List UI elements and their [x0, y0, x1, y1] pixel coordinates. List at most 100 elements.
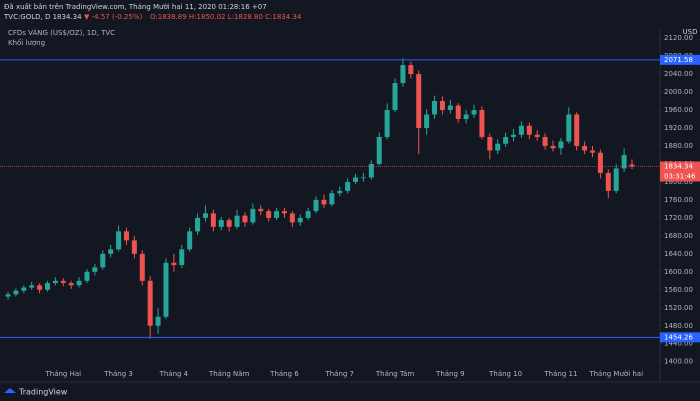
currency: USD	[683, 28, 698, 36]
x-tick-label: Tháng 9	[435, 370, 465, 378]
candle-body	[116, 231, 122, 250]
y-tick-label: 2040.00	[664, 70, 693, 78]
y-tick-label: 1680.00	[664, 232, 693, 240]
candle-body	[218, 220, 224, 227]
candle-body	[281, 211, 287, 214]
candle-body	[274, 211, 280, 218]
candle-body	[68, 283, 74, 286]
candle-body	[100, 253, 106, 268]
y-tick-label: 1480.00	[664, 322, 693, 330]
candle-body	[147, 280, 153, 326]
candle-body	[305, 211, 311, 218]
logo	[4, 388, 16, 393]
series-label: CFDs VÀNG (US$/OZ), 1D, TVC	[8, 28, 115, 37]
countdown: 03:31:46	[664, 172, 696, 180]
candle-body	[368, 163, 374, 178]
candle-body	[52, 280, 58, 284]
x-tick-label: Tháng Năm	[208, 370, 250, 378]
candle-body	[479, 110, 485, 137]
candle-body	[234, 215, 240, 227]
x-tick-label: Tháng 4	[159, 370, 189, 378]
candle-body	[566, 114, 572, 142]
price-label-bg	[660, 54, 700, 65]
ohlc-legend: O:1838.89 H:1850.02 L:1828.80 C:1834.34	[150, 13, 302, 21]
candle-body	[202, 213, 208, 218]
brand: TradingView	[18, 388, 68, 397]
candle-body	[558, 141, 564, 149]
candle-body	[92, 267, 98, 272]
x-tick-label: Tháng Hai	[44, 370, 81, 378]
volume-label: Khối lượng	[8, 39, 45, 47]
candle-body	[439, 101, 445, 111]
candle-body	[84, 271, 90, 281]
last-price-label: 1834.34	[664, 162, 693, 170]
candle-body	[550, 145, 556, 149]
candle-body	[329, 193, 335, 205]
y-tick-label: 1520.00	[664, 304, 693, 312]
price-label: 1454.26	[664, 333, 693, 341]
candle-body	[21, 287, 27, 291]
candle-body	[424, 114, 430, 128]
candle-body	[353, 177, 359, 182]
candle-body	[447, 105, 453, 111]
candle-body	[76, 280, 82, 286]
candle-body	[5, 294, 11, 297]
candle-body	[123, 231, 129, 241]
candle-body	[337, 190, 343, 194]
x-tick-label: Tháng 3	[103, 370, 133, 378]
candle-body	[108, 249, 114, 254]
candle-body	[503, 136, 509, 144]
candle-body	[13, 290, 19, 295]
x-tick-label: Tháng Mười hai	[588, 370, 643, 378]
candle-body	[345, 181, 351, 191]
candle-body	[605, 172, 611, 191]
candle-body	[471, 110, 477, 115]
candle-body	[487, 136, 493, 151]
y-tick-label: 1720.00	[664, 214, 693, 222]
y-tick-label: 1880.00	[664, 142, 693, 150]
y-tick-label: 1440.00	[664, 340, 693, 348]
candle-body	[360, 177, 366, 179]
candle-body	[258, 208, 264, 212]
candle-body	[321, 199, 327, 205]
candle-body	[582, 145, 588, 151]
candle-body	[187, 231, 193, 250]
x-tick-label: Tháng 10	[488, 370, 522, 378]
y-tick-label: 1560.00	[664, 286, 693, 294]
candle-body	[384, 110, 390, 137]
candle-body	[542, 136, 548, 146]
candle-body	[376, 136, 382, 164]
candle-body	[534, 134, 540, 137]
candle-body	[408, 65, 414, 75]
candle-body	[297, 217, 303, 223]
last-price-bg	[660, 161, 700, 182]
candle-body	[155, 316, 161, 326]
y-tick-label: 1960.00	[664, 106, 693, 114]
y-tick-label: 1800.00	[664, 178, 693, 186]
candle-body	[226, 220, 232, 227]
candle-body	[629, 164, 635, 167]
candle-body	[313, 199, 319, 212]
candle-body	[289, 213, 295, 223]
candle-body	[590, 150, 596, 153]
candle-body	[495, 143, 501, 151]
y-tick-label: 2120.00	[664, 34, 693, 42]
candle-body	[171, 262, 177, 266]
candle-body	[139, 253, 145, 281]
candle-body	[44, 283, 50, 290]
candle-body	[250, 208, 256, 223]
candle-body	[29, 285, 35, 288]
y-tick-label: 1400.00	[664, 358, 693, 366]
candle-body	[266, 211, 272, 218]
candle-body	[242, 215, 248, 223]
change: ▼ -4.57 (-0.25%)	[84, 13, 142, 21]
price-label: 2071.58	[664, 56, 693, 64]
y-tick-label: 1640.00	[664, 250, 693, 258]
published: Đã xuất bản trên TradingView.com, Tháng …	[4, 3, 267, 11]
candle-body	[416, 74, 422, 128]
y-tick-label: 1600.00	[664, 268, 693, 276]
candle-body	[597, 152, 603, 173]
candle-body	[526, 125, 532, 135]
